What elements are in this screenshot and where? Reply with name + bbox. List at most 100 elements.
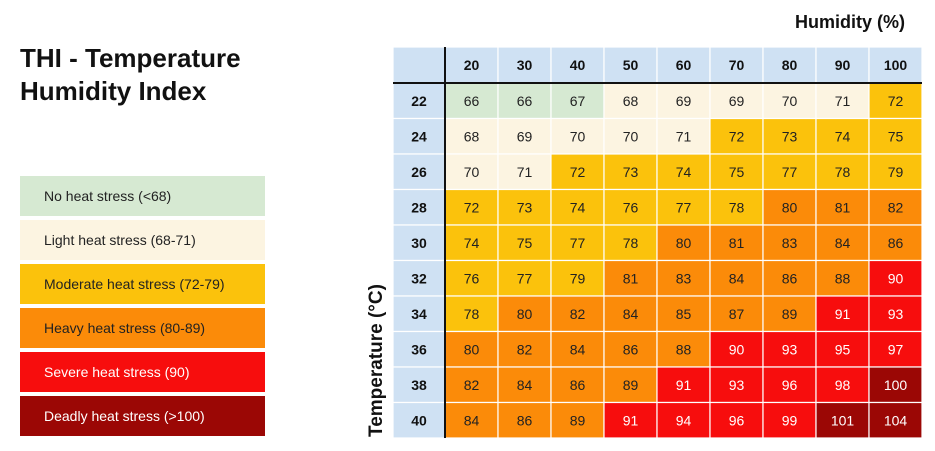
heatmap-cell [550, 401, 605, 438]
legend-label: Heavy heat stress (80-89) [44, 320, 206, 336]
heatmap-cell-value: 93 [782, 341, 798, 357]
humidity-header-cell [550, 47, 605, 84]
heatmap-cell [656, 117, 711, 155]
heatmap-cell-value: 89 [570, 412, 586, 428]
heatmap-cell [709, 401, 764, 438]
heatmap-cell [709, 259, 764, 297]
heatmap-cell-value: 79 [888, 164, 904, 180]
temperature-tick-label: 36 [411, 341, 427, 357]
heatmap-cell-value: 75 [729, 164, 745, 180]
heatmap-cell-value: 84 [623, 306, 639, 322]
temperature-tick-label: 38 [411, 377, 427, 393]
heatmap-cell-value: 70 [623, 128, 639, 144]
humidity-tick-label: 80 [782, 57, 798, 73]
heatmap-cell-value: 93 [888, 306, 904, 322]
heatmap-cell-value: 67 [570, 93, 586, 109]
heatmap-cell-value: 78 [464, 306, 480, 322]
heatmap-cell-value: 86 [517, 412, 533, 428]
heatmap-cell-value: 80 [676, 235, 692, 251]
heatmap-cell-value: 68 [623, 93, 639, 109]
heatmap-cell-value: 71 [835, 93, 851, 109]
heatmap-cell-value: 75 [517, 235, 533, 251]
humidity-tick-label: 70 [729, 57, 745, 73]
heatmap-cell-value: 66 [464, 93, 480, 109]
heatmap-cell-value: 93 [729, 377, 745, 393]
heatmap-cell-value: 80 [517, 306, 533, 322]
heatmap-cell-value: 74 [464, 235, 480, 251]
heatmap-cell [709, 330, 764, 368]
title-line-1: THI - Temperature [20, 43, 241, 73]
corner-cell [393, 47, 446, 84]
heatmap-cell-value: 77 [517, 270, 533, 286]
heatmap-cell [550, 224, 605, 262]
heatmap-cell-value: 84 [517, 377, 533, 393]
heatmap-cell [762, 117, 817, 155]
heatmap-cell [868, 259, 923, 297]
heatmap-cell-value: 81 [729, 235, 745, 251]
humidity-header-cell [603, 47, 658, 84]
temperature-header-cell [393, 153, 446, 191]
thi-heatmap: 20 30 40 50 60 70 80 90 100 22 24 26 28 30 32 34 36 38 40 6… [393, 47, 923, 438]
humidity-tick-label: 40 [570, 57, 586, 73]
heatmap-cell [868, 224, 923, 262]
heatmap-cell-value: 96 [729, 412, 745, 428]
heatmap-cell-value: 104 [884, 412, 908, 428]
heatmap-cell [815, 224, 870, 262]
heatmap-cell [868, 117, 923, 155]
heatmap-cell [497, 366, 552, 404]
heatmap-cell-value: 69 [517, 128, 533, 144]
heatmap-cell [603, 188, 658, 226]
temperature-header-cell [393, 330, 446, 368]
legend: No heat stress (<68) Light heat stress (… [20, 176, 265, 440]
heatmap-cell-value: 97 [888, 341, 904, 357]
heatmap-cell-value: 73 [623, 164, 639, 180]
heatmap-cell-value: 82 [464, 377, 480, 393]
heatmap-cell-value: 87 [729, 306, 745, 322]
heatmap-cell-value: 85 [676, 306, 692, 322]
heatmap-cell-value: 78 [835, 164, 851, 180]
heatmap-cell-value: 78 [729, 199, 745, 215]
heatmap-cell [656, 153, 711, 191]
heatmap-cell-value: 79 [570, 270, 586, 286]
title-line-2: Humidity Index [20, 76, 207, 106]
heatmap-cell-value: 86 [570, 377, 586, 393]
heatmap-cell [497, 188, 552, 226]
legend-item-light-stress: Light heat stress (68-71) [20, 220, 265, 260]
humidity-header-cell [815, 47, 870, 84]
temperature-header-cell [393, 401, 446, 438]
heatmap-cell-value: 78 [623, 235, 639, 251]
heatmap-cell-value: 95 [835, 341, 851, 357]
heatmap-cell [709, 366, 764, 404]
temperature-tick-label: 30 [411, 235, 427, 251]
heatmap-cell-value: 77 [782, 164, 798, 180]
heatmap-cell-value: 72 [464, 199, 480, 215]
heatmap-cell [603, 82, 658, 120]
heatmap-cell-value: 94 [676, 412, 692, 428]
heatmap-cell [868, 401, 923, 438]
heatmap-cell-value: 86 [623, 341, 639, 357]
legend-item-no-stress: No heat stress (<68) [20, 176, 265, 216]
temperature-tick-label: 26 [411, 164, 427, 180]
heatmap-cell-value: 74 [676, 164, 692, 180]
heatmap-cell [762, 366, 817, 404]
heatmap-cell-value: 74 [835, 128, 851, 144]
heatmap-cell-value: 90 [729, 341, 745, 357]
temperature-header-cell [393, 188, 446, 226]
heatmap-cell-value: 72 [570, 164, 586, 180]
heatmap-cell-value: 72 [888, 93, 904, 109]
heatmap-cell [550, 153, 605, 191]
heatmap-cell [656, 401, 711, 438]
heatmap-cell-value: 82 [517, 341, 533, 357]
legend-item-deadly-stress: Deadly heat stress (>100) [20, 396, 265, 436]
temperature-tick-label: 28 [411, 199, 427, 215]
heatmap-cell-value: 80 [464, 341, 480, 357]
heatmap-cell-value: 70 [782, 93, 798, 109]
humidity-tick-label: 20 [464, 57, 480, 73]
heatmap-cell-value: 70 [464, 164, 480, 180]
heatmap-cell-value: 84 [464, 412, 480, 428]
heatmap-cell-value: 74 [570, 199, 586, 215]
legend-label: Light heat stress (68-71) [44, 232, 196, 248]
legend-label: Severe heat stress (90) [44, 364, 190, 380]
heatmap-cell [868, 366, 923, 404]
heatmap-cell [603, 117, 658, 155]
